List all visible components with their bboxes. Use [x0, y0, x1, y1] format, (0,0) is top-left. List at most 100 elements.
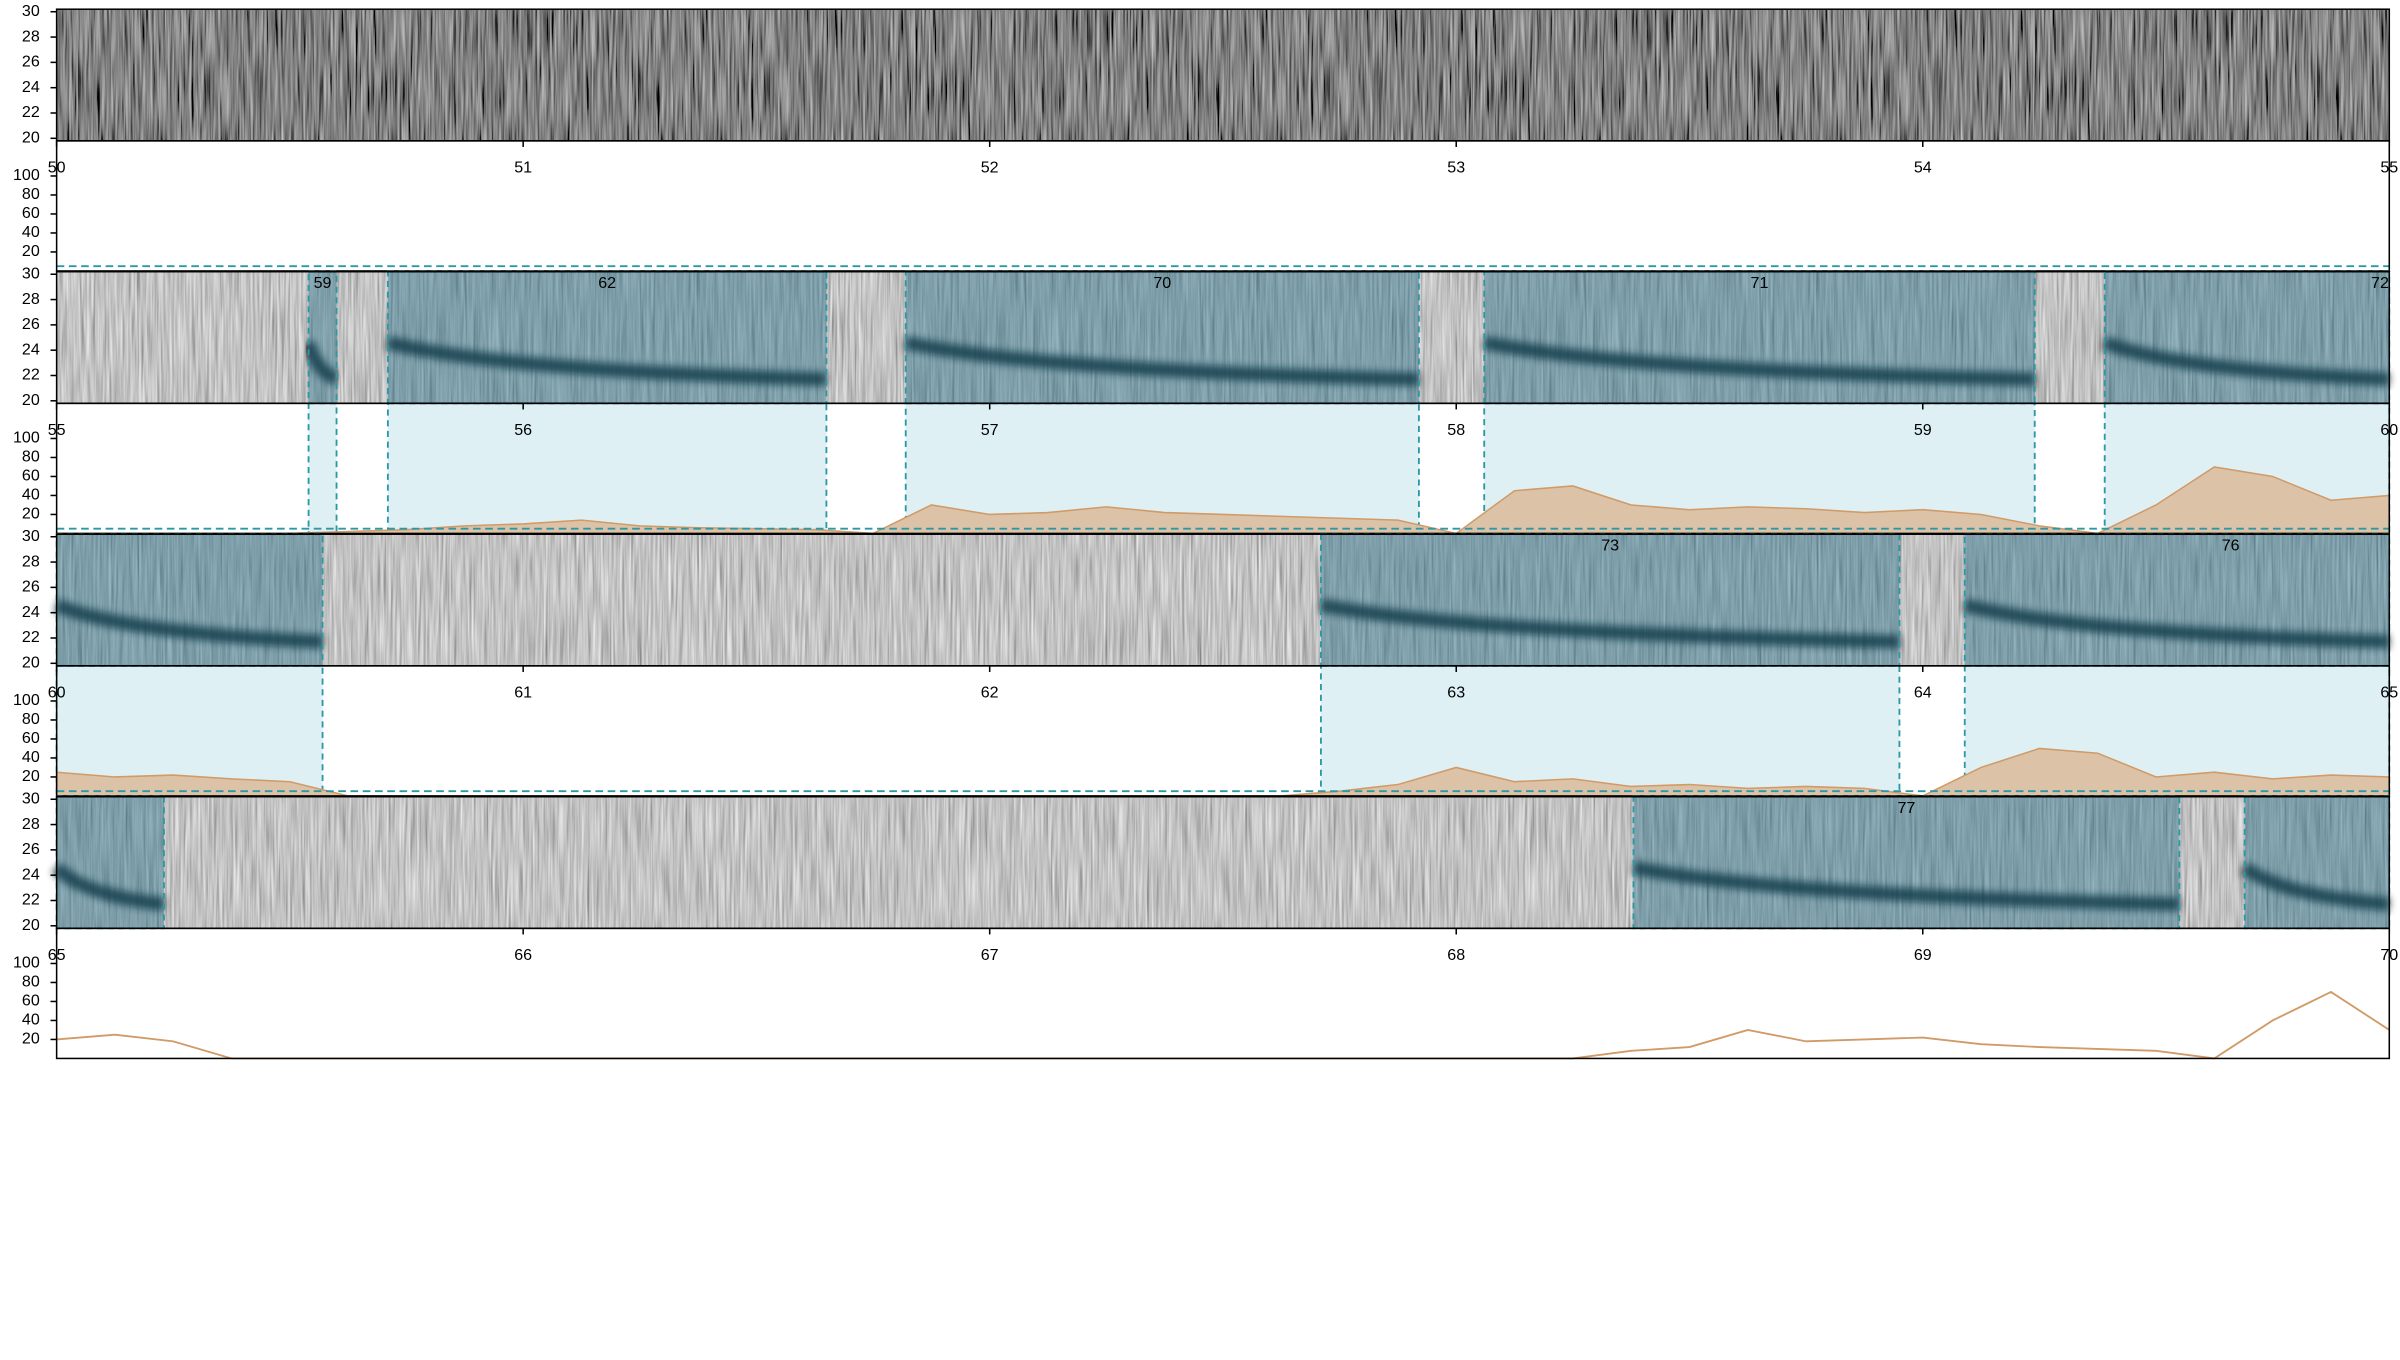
- time-tick-label: 50: [48, 159, 66, 177]
- freq-tick-label: 22: [22, 103, 40, 121]
- amp-tick-label: 20: [22, 767, 40, 785]
- call-trace-line: [1632, 860, 2180, 912]
- amp-tick-label: 40: [22, 223, 40, 241]
- time-tick-label: 51: [514, 159, 532, 177]
- amp-tick-label: 80: [22, 448, 40, 466]
- amp-tick-label: 20: [22, 505, 40, 523]
- amp-tick-label: 40: [22, 486, 40, 504]
- amp-tick-label: 60: [22, 204, 40, 222]
- call-trace-line: [386, 335, 827, 387]
- amp-tick-label: 80: [22, 710, 40, 728]
- amp-tick-label: 60: [22, 729, 40, 747]
- annotation-box: [2103, 270, 2391, 405]
- call-trace: [1319, 598, 1900, 649]
- spectrogram: [56, 9, 2390, 141]
- call-trace: [301, 340, 340, 386]
- annotation-label: 62: [598, 274, 616, 292]
- time-tick-label: 69: [1914, 946, 1932, 964]
- amp-tick-label: 20: [22, 242, 40, 260]
- amp-tick-label: 40: [22, 748, 40, 766]
- time-tick-label: 53: [1447, 159, 1465, 177]
- annotation-label: 71: [1751, 274, 1769, 292]
- freq-tick-label: 22: [22, 366, 40, 384]
- time-tick-label: 57: [981, 421, 999, 439]
- spectrogram: [56, 534, 2390, 666]
- time-tick-label: 70: [2380, 946, 2398, 964]
- time-tick-label: 60: [48, 684, 66, 702]
- amplitude-frame: [55, 140, 2391, 272]
- call-trace-line: [2102, 336, 2390, 387]
- time-tick-label: 61: [514, 684, 532, 702]
- call-trace: [53, 598, 323, 649]
- freq-tick-label: 24: [22, 603, 40, 621]
- freq-tick-label: 26: [22, 578, 40, 596]
- amp-tick-label: 20: [22, 1030, 40, 1048]
- freq-tick-label: 26: [22, 840, 40, 858]
- freq-tick-label: 28: [22, 27, 40, 45]
- time-tick-label: 55: [2380, 159, 2398, 177]
- freq-tick-label: 26: [22, 53, 40, 71]
- time-tick-label: 59: [1914, 421, 1932, 439]
- call-trace-line: [1962, 598, 2390, 649]
- amplitude-frame: [55, 927, 2391, 1060]
- time-tick-label: 58: [1447, 421, 1465, 439]
- call-trace: [1632, 860, 2180, 912]
- call-trace: [2240, 861, 2390, 912]
- call-trace: [386, 335, 827, 387]
- call-trace-line: [301, 340, 340, 386]
- call-trace: [1482, 335, 2035, 387]
- annotation-box: [55, 533, 324, 667]
- amp-tick-label: 40: [22, 1011, 40, 1029]
- freq-tick-label: 30: [22, 789, 40, 807]
- annotation-label: 59: [314, 274, 332, 292]
- call-trace-line: [1482, 335, 2035, 387]
- time-tick-label: 68: [1447, 946, 1465, 964]
- freq-tick-label: 24: [22, 865, 40, 883]
- annotation-label: 73: [1601, 537, 1619, 555]
- annotation-label: 70: [1153, 274, 1171, 292]
- freq-tick-label: 24: [22, 340, 40, 358]
- amp-tick-label: 100: [13, 429, 40, 447]
- call-trace: [2102, 336, 2390, 387]
- freq-tick-label: 28: [22, 815, 40, 833]
- call-trace-line: [53, 598, 323, 649]
- time-tick-label: 60: [2380, 421, 2398, 439]
- annotation-box: [55, 795, 165, 930]
- annotation-box: [1963, 533, 2391, 667]
- freq-tick-label: 20: [22, 129, 40, 147]
- amp-tick-label: 60: [22, 467, 40, 485]
- annotation-box: [1320, 533, 1901, 667]
- amp-tick-label: 80: [22, 973, 40, 991]
- time-tick-label: 65: [48, 946, 66, 964]
- amplitude-line: [56, 990, 2390, 1060]
- call-trace-line: [2240, 861, 2390, 912]
- time-tick-label: 62: [981, 684, 999, 702]
- time-tick-label: 55: [48, 421, 66, 439]
- amp-tick-label: 100: [13, 166, 40, 184]
- time-tick-label: 65: [2380, 684, 2398, 702]
- annotation-box: [2243, 795, 2391, 930]
- freq-tick-label: 30: [22, 264, 40, 282]
- freq-tick-label: 20: [22, 654, 40, 672]
- freq-tick-label: 20: [22, 916, 40, 934]
- annotation-label: 76: [2222, 537, 2240, 555]
- annotation-label: 77: [1897, 799, 1915, 817]
- freq-tick-label: 22: [22, 628, 40, 646]
- annotation-box: [1632, 795, 2181, 930]
- call-trace: [51, 862, 165, 912]
- time-tick-label: 67: [981, 946, 999, 964]
- freq-tick-label: 24: [22, 78, 40, 96]
- time-tick-label: 63: [1447, 684, 1465, 702]
- annotation-box-amplitude: [386, 402, 828, 535]
- time-tick-label: 66: [514, 946, 532, 964]
- amp-tick-label: 100: [13, 954, 40, 972]
- annotation-label: 72: [2371, 274, 2389, 292]
- call-trace: [904, 335, 1420, 387]
- call-trace-line: [51, 862, 165, 912]
- freq-tick-label: 28: [22, 290, 40, 308]
- freq-tick-label: 26: [22, 315, 40, 333]
- spectrogram: [56, 796, 2390, 929]
- annotation-box: [1483, 270, 2036, 405]
- annotation-box-amplitude: [1320, 664, 1901, 797]
